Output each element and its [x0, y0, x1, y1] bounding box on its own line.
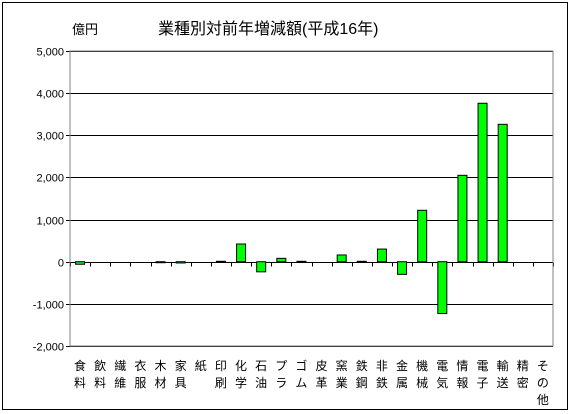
- y-tick-label: 0: [58, 258, 64, 270]
- bar: [417, 209, 428, 263]
- x-tick-label: プ: [275, 359, 287, 373]
- bar: [296, 260, 307, 263]
- x-tick-label: 刷: [215, 376, 227, 390]
- y-tick-label: 3,000: [36, 131, 64, 143]
- x-tick-label: 衣: [134, 358, 146, 373]
- y-tick-label: 2,000: [36, 173, 64, 185]
- y-axis-unit: 億円: [72, 22, 98, 37]
- chart-title: 業種別対前年増減額(平成16年): [158, 20, 378, 38]
- bar: [336, 254, 347, 263]
- x-tick-label: 電: [477, 359, 489, 373]
- x-tick-label: 送: [497, 375, 509, 390]
- x-tick-label: 窯: [336, 358, 348, 373]
- x-tick-label: ラ: [275, 376, 287, 390]
- x-tick-label: 石: [255, 359, 267, 373]
- x-tick-label: 家: [175, 358, 187, 373]
- x-tick-label: 料: [74, 376, 86, 390]
- x-tick-label: 材: [155, 376, 167, 390]
- bar: [256, 261, 267, 273]
- x-tick-label: 機: [416, 358, 428, 373]
- x-tick-label: の: [537, 376, 549, 390]
- bar: [175, 261, 186, 264]
- x-tick-label: 繊: [114, 359, 126, 373]
- x-tick-label: 鋼: [356, 376, 368, 390]
- x-tick-label: 金: [396, 358, 408, 373]
- plot-area-border: [69, 50, 554, 347]
- y-tick-labels: 5,000 4,000 3,000 2,000 1,000 0 -1,000 -2,000: [33, 47, 64, 354]
- bar: [437, 261, 448, 315]
- bar: [75, 261, 86, 265]
- x-tick-label: 子: [477, 376, 489, 390]
- x-tick-label: 他: [537, 393, 549, 407]
- bar: [155, 261, 166, 264]
- x-tick-label: 維: [114, 376, 126, 390]
- bar: [497, 123, 508, 263]
- x-tick-label: 印: [215, 359, 227, 373]
- chart-frame: [2, 2, 568, 410]
- x-tick-label: 密: [517, 375, 529, 390]
- x-tick-label: 械: [416, 375, 428, 390]
- y-tick-label: -1,000: [33, 300, 64, 312]
- x-tick-label: そ: [537, 359, 549, 373]
- x-tick-label: 情: [456, 359, 468, 373]
- bar: [356, 260, 367, 263]
- x-tick-label: 鉄: [356, 358, 368, 373]
- x-tick-label: 料: [94, 376, 106, 390]
- y-tick-label: 4,000: [36, 89, 64, 101]
- bars: [75, 102, 508, 315]
- x-tick-label: 報: [456, 376, 468, 390]
- x-tick-label: 具: [175, 376, 187, 390]
- x-tick-label: 紙: [195, 358, 207, 373]
- x-tick-label: 木: [155, 359, 167, 373]
- x-tick-label: 輸: [497, 358, 509, 373]
- x-tick-label: 鉄: [376, 375, 388, 390]
- x-tick-label: 化: [235, 359, 247, 373]
- bar: [276, 257, 287, 263]
- x-tick-label: 油: [255, 376, 267, 390]
- x-tick-label: 精: [517, 359, 529, 373]
- bar: [215, 260, 226, 263]
- x-tick-label: 食: [74, 358, 86, 373]
- y-tick-label: 5,000: [36, 47, 64, 59]
- x-tick-label: 電: [436, 359, 448, 373]
- x-tick-label: 飲: [94, 358, 106, 373]
- x-tick-label: 気: [436, 375, 448, 390]
- x-tick-label: ム: [295, 376, 307, 390]
- bar: [236, 243, 247, 263]
- x-tick-label: ゴ: [295, 358, 307, 373]
- x-tick-label: 服: [134, 376, 146, 390]
- x-tick-label: 業: [336, 376, 348, 390]
- bar: [457, 174, 468, 263]
- y-tick-label: 1,000: [36, 216, 64, 228]
- bar: [477, 102, 488, 263]
- x-tick-label: 学: [235, 375, 247, 390]
- bar: [376, 248, 387, 263]
- bar: [397, 261, 408, 275]
- x-tick-label: 非: [376, 359, 388, 373]
- x-tick-label: 皮: [316, 359, 328, 373]
- x-tick-label: 属: [396, 376, 408, 390]
- x-tick-label: 革: [316, 376, 328, 390]
- y-tick-label: -2,000: [33, 342, 64, 354]
